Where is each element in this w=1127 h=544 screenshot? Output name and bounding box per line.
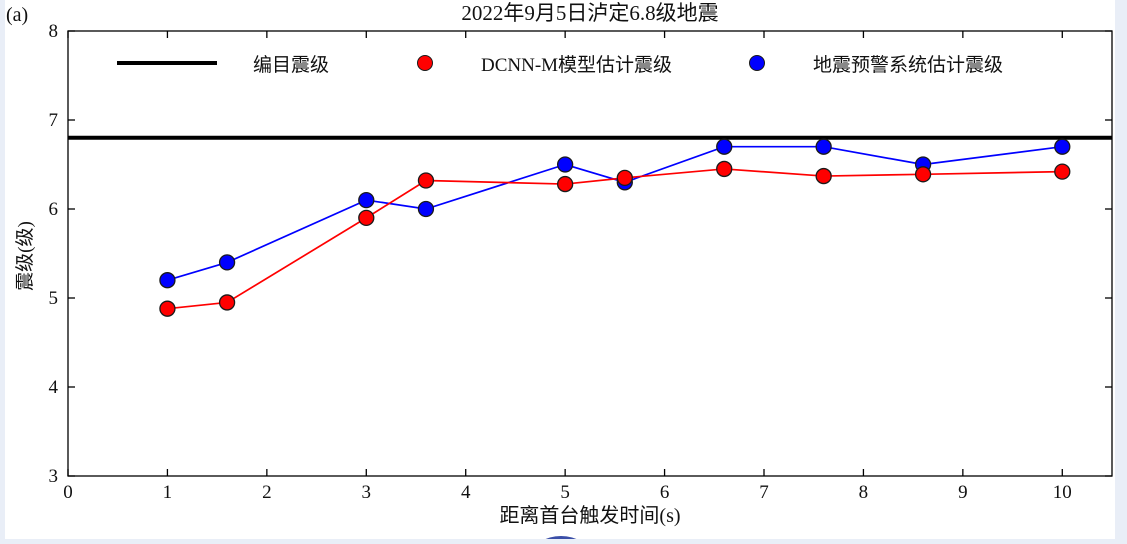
legend: 编目震级 DCNN-M模型估计震级 地震预警系统估计震级 bbox=[0, 51, 1127, 76]
legend-item-catalog: 编目震级 bbox=[117, 51, 330, 76]
x-tick-label: 6 bbox=[660, 482, 670, 503]
chart-title: 2022年9月5日泸定6.8级地震 bbox=[461, 1, 719, 25]
eew-data-point bbox=[417, 200, 435, 218]
page-margin-bottom bbox=[0, 539, 1127, 544]
y-tick-label: 3 bbox=[49, 466, 59, 487]
legend-item-eew: 地震预警系统估计震级 bbox=[749, 51, 1004, 76]
x-tick-label: 1 bbox=[163, 482, 173, 503]
x-tick-label: 0 bbox=[63, 482, 73, 503]
x-tick-label: 3 bbox=[362, 482, 372, 503]
dcnn-data-point bbox=[1054, 163, 1071, 180]
eew-data-point bbox=[815, 138, 832, 155]
x-tick-label: 10 bbox=[1053, 482, 1072, 503]
figure-label: (a) bbox=[6, 4, 29, 26]
x-tick-label: 9 bbox=[958, 482, 968, 503]
x-tick-label: 8 bbox=[859, 482, 869, 503]
eew-data-point bbox=[1054, 138, 1071, 155]
y-tick-label: 6 bbox=[49, 199, 59, 220]
dcnn-data-point bbox=[417, 172, 435, 189]
legend-item-dcnn: DCNN-M模型估计震级 bbox=[417, 51, 673, 76]
dcnn-data-point bbox=[616, 169, 633, 187]
eew-data-point bbox=[556, 156, 574, 173]
eew-data-point bbox=[716, 138, 733, 155]
legend-label-dcnn: DCNN-M模型估计震级 bbox=[481, 54, 673, 76]
dcnn-data-point bbox=[358, 209, 375, 227]
dcnn-data-point bbox=[218, 294, 236, 311]
page-margin-left bbox=[0, 0, 5, 544]
catalog-line-swatch bbox=[117, 61, 217, 65]
dcnn-dot-swatch bbox=[417, 55, 433, 71]
y-tick-label: 4 bbox=[49, 377, 59, 398]
dcnn-data-point bbox=[815, 167, 832, 185]
dcnn-data-point bbox=[159, 300, 176, 317]
eew-dot-swatch bbox=[749, 55, 765, 71]
x-tick-label: 5 bbox=[560, 482, 570, 503]
eew-data-point bbox=[218, 254, 236, 271]
y-tick-label: 8 bbox=[49, 21, 59, 42]
dcnn-series-line bbox=[167, 168, 1063, 310]
x-axis-label: 距离首台触发时间(s) bbox=[499, 505, 681, 527]
eew-data-point bbox=[159, 272, 176, 289]
legend-label-eew: 地震预警系统估计震级 bbox=[813, 54, 1004, 76]
plot-frame bbox=[67, 30, 1113, 477]
page-margin-right bbox=[1115, 0, 1127, 544]
y-axis-label: 震级(级) bbox=[15, 221, 36, 291]
dcnn-data-point bbox=[556, 175, 574, 193]
x-tick-label: 7 bbox=[759, 482, 769, 503]
dcnn-data-point bbox=[716, 160, 733, 178]
x-tick-label: 4 bbox=[461, 482, 471, 503]
legend-label-catalog: 编目震级 bbox=[253, 54, 330, 76]
eew-series-line bbox=[167, 145, 1063, 282]
dcnn-data-point bbox=[914, 166, 932, 183]
eew-data-point bbox=[358, 191, 375, 209]
y-tick-label: 7 bbox=[49, 110, 59, 131]
y-tick-label: 5 bbox=[49, 288, 59, 309]
x-tick-label: 2 bbox=[262, 482, 272, 503]
